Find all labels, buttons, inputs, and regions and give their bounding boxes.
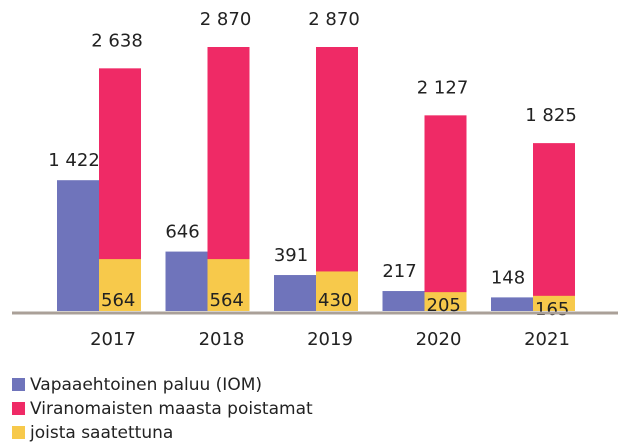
value-label: 1 825 [525,105,577,126]
legend-label: Vapaaehtoinen paluu (IOM) [30,375,262,395]
legend-label: Viranomaisten maasta poistamat [30,399,313,419]
value-label: 205 [427,295,461,316]
bar [491,297,533,311]
x-tick-label: 2019 [307,329,353,350]
bar [382,291,425,311]
value-label: 165 [535,299,569,320]
value-label: 217 [382,261,416,282]
x-tick-label: 2020 [416,329,462,350]
value-label: 148 [491,267,525,288]
legend-swatch [12,426,25,439]
bar [207,259,250,311]
x-tick-label: 2021 [524,329,570,350]
value-label: 2 127 [417,77,469,98]
bar [533,295,575,311]
value-label: 430 [318,290,352,311]
value-label: 564 [210,290,244,311]
bar [57,180,99,311]
value-label: 2 638 [91,30,143,51]
bar [424,292,467,311]
bar [533,143,575,311]
x-tick-label: 2017 [90,329,136,350]
bar [424,115,467,311]
legend-swatch [12,378,25,391]
bar [316,47,358,311]
bar [316,271,358,311]
value-label: 1 422 [48,150,100,171]
value-label: 2 870 [200,9,252,30]
value-label: 2 870 [308,9,360,30]
value-label: 564 [101,290,135,311]
legend-swatch [12,402,25,415]
legend-label: joista saatettuna [29,423,173,442]
bar [165,251,208,311]
value-label: 391 [274,245,308,266]
x-tick-label: 2018 [199,329,245,350]
bar [99,259,141,311]
bar [274,275,316,311]
value-label: 646 [165,222,199,243]
